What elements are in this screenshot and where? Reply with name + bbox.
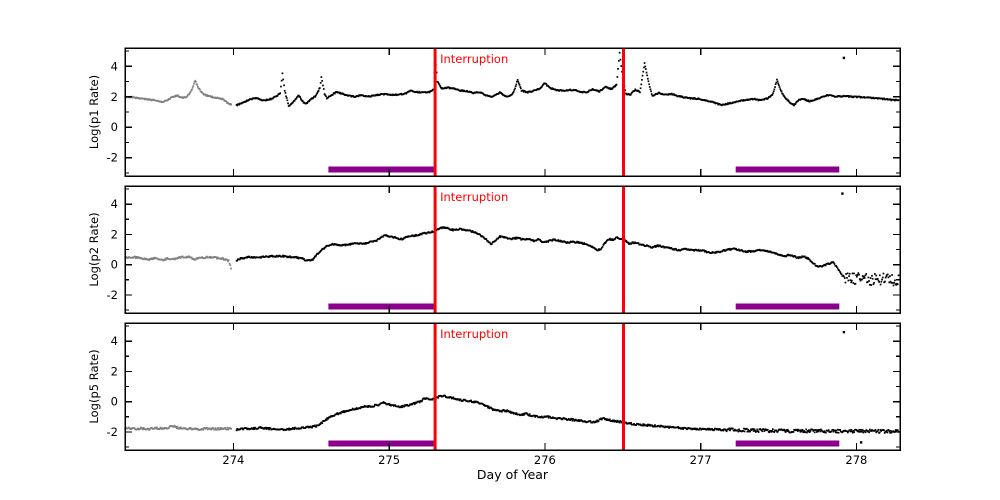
y-tick-label: 2 — [111, 90, 118, 104]
outlier-point — [842, 330, 846, 334]
coverage-bar — [735, 303, 840, 310]
plot-frame — [124, 47, 901, 177]
panel-2: Interruption -2 0 2 4 Log(p2 Rate) — [87, 185, 901, 314]
coverage-bar — [328, 440, 436, 447]
y-tick-label: 0 — [111, 120, 118, 134]
y-axis-label: Log(p2 Rate) — [87, 212, 101, 286]
y-tick-label: -2 — [107, 425, 118, 439]
x-tick-label: 277 — [690, 453, 712, 467]
x-tick-label: 278 — [845, 453, 867, 467]
main-data — [235, 394, 900, 434]
plot-frame — [124, 185, 901, 314]
y-tick-label: 0 — [111, 395, 118, 409]
coverage-bar — [735, 440, 840, 447]
coverage-bar — [328, 303, 436, 310]
panel-1: Interruption -2 0 2 4 Log(p1 Rate) — [87, 47, 901, 177]
axis-ticks — [125, 48, 900, 176]
x-tick-label: 276 — [534, 453, 556, 467]
y-axis-label: Log(p1 Rate) — [87, 75, 101, 149]
outlier-point — [842, 56, 846, 60]
y-tick-label: -2 — [107, 288, 118, 302]
x-tick-label: 275 — [378, 453, 400, 467]
interruption-label: Interruption — [440, 327, 508, 341]
main-data — [235, 51, 900, 107]
interruption-label: Interruption — [440, 190, 508, 204]
y-axis-label: Log(p5 Rate) — [87, 349, 101, 423]
y-tick-label: 2 — [111, 364, 118, 378]
y-tick-label: 4 — [111, 334, 118, 348]
pre-gap-data — [124, 255, 232, 270]
axis-ticks — [125, 323, 900, 450]
panel-3: Interruption -2 0 2 4 Log(p5 Rate) — [87, 322, 901, 451]
y-tick-label: 0 — [111, 258, 118, 272]
y-tick-label: 2 — [111, 227, 118, 241]
outlier-point — [859, 441, 863, 444]
y-tick-label: 4 — [111, 197, 118, 211]
outlier-point — [841, 192, 844, 195]
axis-ticks — [125, 186, 900, 313]
y-tick-label: -2 — [107, 151, 118, 165]
pre-gap-data — [124, 424, 232, 431]
pre-gap-data — [124, 79, 232, 106]
x-axis-title: Day of Year — [476, 467, 549, 482]
main-data — [235, 226, 900, 287]
coverage-bar — [328, 166, 436, 173]
interruption-label: Interruption — [440, 52, 508, 66]
y-tick-label: 4 — [111, 59, 118, 73]
x-tick-label: 274 — [222, 453, 244, 467]
coverage-bar — [735, 166, 840, 173]
